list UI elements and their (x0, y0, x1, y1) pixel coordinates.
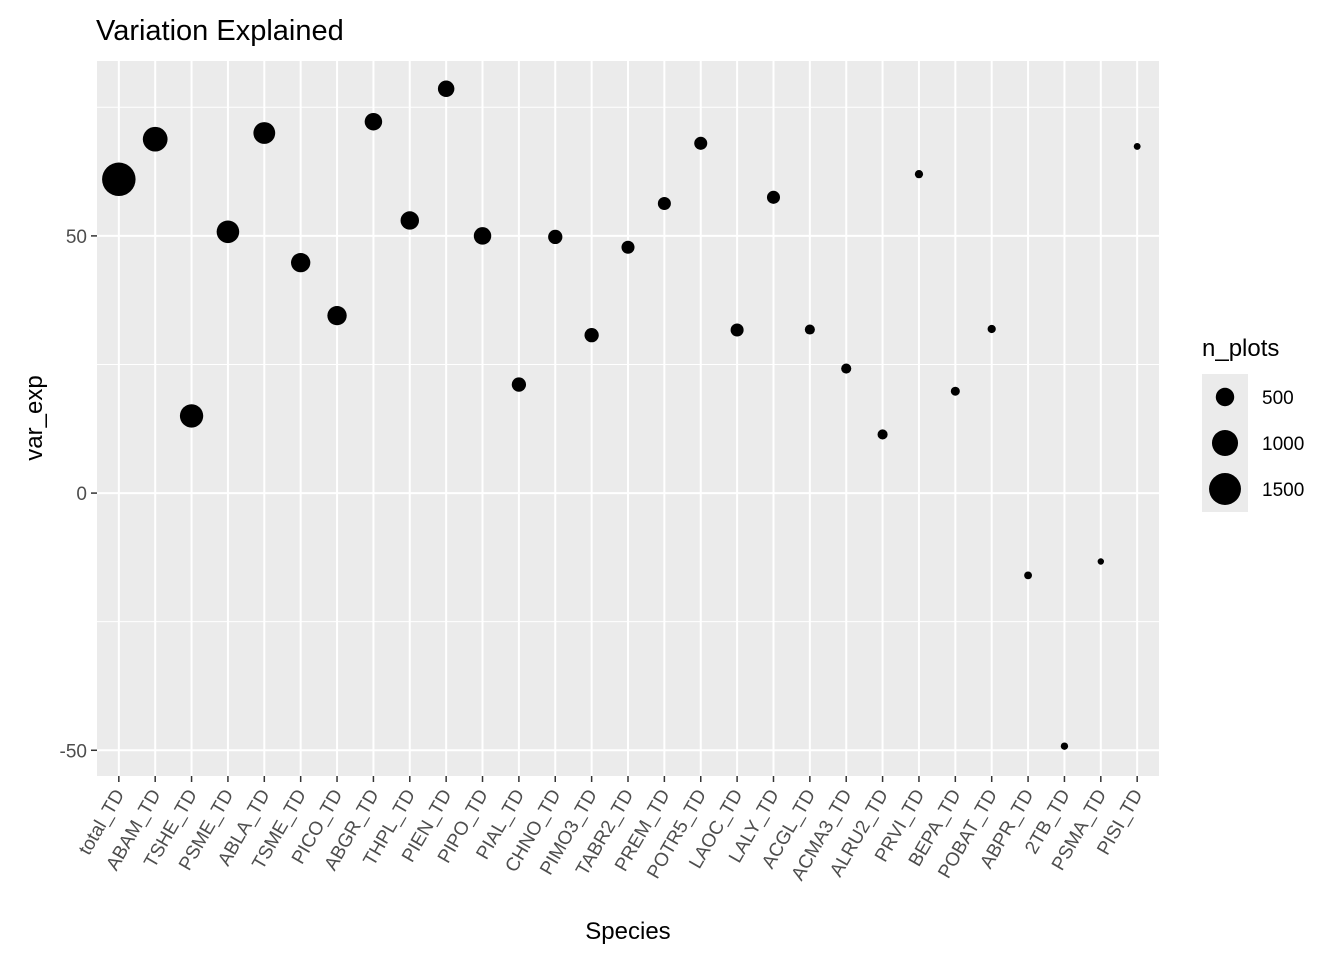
y-tick-label: 0 (76, 484, 87, 505)
data-point-POTR5_TD (694, 136, 708, 150)
x-axis: total_TDABAM_TDTSHE_TDPSME_TDABLA_TDTSME… (75, 776, 1148, 884)
data-point-ALRU2_TD (877, 429, 888, 440)
legend-label-500: 500 (1262, 388, 1294, 409)
legend-label-1500: 1500 (1262, 480, 1304, 501)
legend: n_plots 500 1000 1500 (1202, 335, 1304, 512)
data-point-total_TD (102, 162, 136, 197)
data-point-THPL_TD (400, 211, 420, 230)
data-point-PISI_TD (1133, 142, 1141, 150)
data-point-PIMO3_TD (584, 328, 599, 343)
legend-key-1500 (1209, 473, 1241, 505)
data-point-LAOC_TD (730, 323, 744, 337)
y-axis: -50 0 50 (60, 227, 97, 762)
x-axis-title: Species (585, 918, 670, 945)
data-point-CHNO_TD (548, 229, 563, 245)
data-point-2TB_TD (1060, 742, 1069, 750)
data-point-PICO_TD (327, 305, 347, 326)
data-point-PSMA_TD (1097, 558, 1105, 565)
data-point-ACMA3_TD (841, 363, 852, 374)
data-point-PIAL_TD (511, 377, 527, 392)
data-point-PIEN_TD (437, 80, 455, 98)
y-tick-label: 50 (66, 227, 87, 248)
data-point-POBAT_TD (987, 324, 996, 334)
legend-label-1000: 1000 (1262, 434, 1304, 455)
data-point-ABGR_TD (364, 112, 383, 131)
grid-lines (97, 61, 1159, 776)
legend-key-500 (1215, 387, 1235, 407)
data-points (102, 80, 1141, 750)
data-point-BEPA_TD (950, 386, 960, 396)
data-point-ABPR_TD (1024, 571, 1032, 580)
data-point-PREM_TD (657, 196, 671, 211)
legend-key-1000 (1211, 429, 1239, 457)
data-point-TSME_TD (291, 252, 311, 273)
data-point-TABR2_TD (621, 240, 635, 254)
y-tick-label: -50 (60, 741, 87, 762)
data-point-PSME_TD (216, 220, 240, 244)
data-point-LALY_TD (766, 190, 780, 204)
legend-title: n_plots (1202, 335, 1279, 362)
data-point-ABAM_TD (142, 126, 168, 152)
data-point-TSHE_TD (179, 404, 204, 428)
data-point-ABLA_TD (253, 122, 276, 144)
chart-title: Variation Explained (96, 15, 344, 47)
data-point-ACGL_TD (804, 324, 815, 335)
y-axis-title: var_exp (21, 375, 48, 460)
data-point-PIPO_TD (473, 227, 492, 245)
data-point-PRVI_TD (914, 170, 924, 179)
